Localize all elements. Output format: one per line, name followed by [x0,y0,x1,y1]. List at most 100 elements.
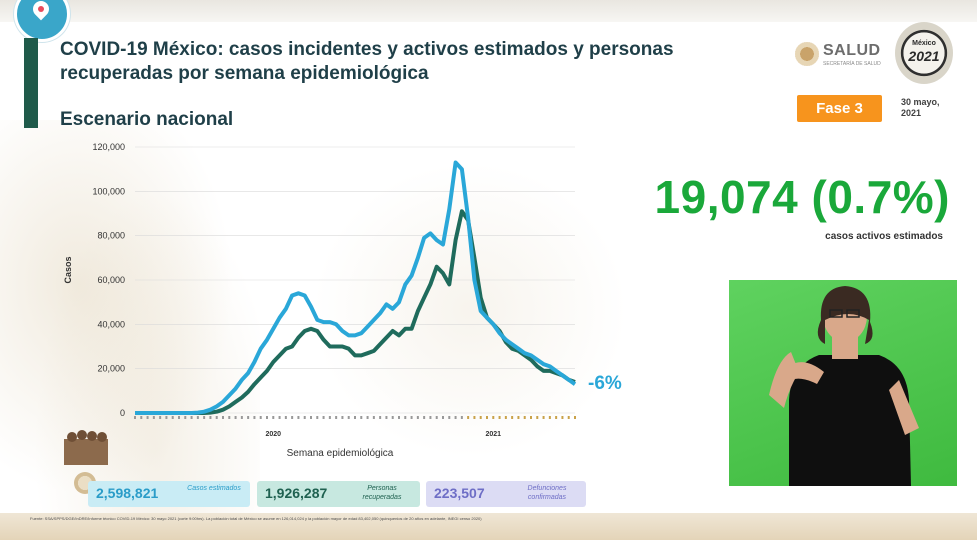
x-tick-mark [492,416,495,419]
x-tick-mark [272,416,275,419]
y-axis-label: Casos [63,256,73,283]
x-tick-mark [530,416,532,419]
x-tick-mark [523,416,526,419]
x-tick-mark [567,416,570,419]
x-tick-mark [372,416,375,419]
x-tick-mark [460,416,463,419]
x-tick-label: 2021 [485,431,501,438]
mexico-2021-logo-year: 2021 [908,48,940,64]
x-tick-mark [171,416,174,419]
chart-series [135,160,577,415]
x-tick-mark [234,416,237,419]
x-tick-mark [209,416,212,419]
summary-deaths-box: 223,507 Defunciones confirmadas [426,481,586,507]
x-tick-mark [240,416,243,419]
x-tick-mark [146,416,149,419]
source-footnote: Fuente: SSA/SPPS/DGE/InDRE/Informe técni… [0,513,977,540]
x-tick-mark [278,416,281,419]
x-tick-mark [442,416,444,419]
x-tick-mark [354,416,356,419]
slide-title: COVID-19 México: casos incidentes y acti… [60,39,674,84]
active-cases-value: 19,074 (0.7%) [654,171,950,223]
x-tick-mark [404,416,407,419]
x-tick-mark [266,416,268,419]
x-tick-mark [316,416,319,419]
title-accent-bar [24,38,38,128]
series-line-incidentes [135,160,577,415]
report-date: 30 mayo, 2021 [901,97,961,119]
summary-recovered-label: Personas recuperadas [362,485,402,501]
x-tick-mark [247,416,250,419]
x-tick-mark [328,416,331,419]
y-tick-label: 120,000 [92,142,125,152]
x-tick-mark [504,416,507,419]
x-tick-mark [190,416,193,419]
x-tick-mark [498,416,501,419]
phase-badge: Fase 3 [797,95,882,122]
slide-subtitle: Escenario nacional [60,109,234,130]
x-tick-mark [303,416,306,419]
x-tick-mark [542,416,545,419]
mexico-2021-logo: México 2021 [895,22,953,84]
x-tick-mark [473,416,476,419]
summary-recovered-box: 1,926,287 Personas recuperadas [257,481,420,507]
salud-logo-text: SALUD [823,42,881,59]
x-tick-mark [467,416,470,419]
salud-emblem-icon [795,42,819,66]
x-axis: 2020 2021 [134,416,576,438]
summary-deaths-value: 223,507 [434,485,485,501]
x-tick-mark [165,416,168,419]
x-tick-mark [410,416,413,419]
x-tick-mark [398,416,400,419]
x-tick-mark [228,416,231,419]
x-tick-mark [284,416,287,419]
x-tick-mark [536,416,539,419]
x-tick-mark [435,416,438,419]
x-tick-mark [140,416,143,419]
x-tick-mark [479,416,482,419]
x-tick-mark [134,416,136,419]
salud-logo: SALUD SECRETARÍA DE SALUD [795,40,885,70]
x-tick-label: 2020 [265,431,281,438]
x-tick-mark [203,416,206,419]
x-tick-mark [297,416,300,419]
interpreter-figure [769,286,919,486]
summary-cases-value: 2,598,821 [96,485,159,501]
y-tick-label: 40,000 [97,319,125,329]
x-tick-mark [360,416,363,419]
location-pin-icon [29,0,53,21]
top-band [0,0,977,22]
active-cases-caption: casos activos estimados [825,231,943,242]
x-tick-mark [561,416,564,419]
summary-cases-box: 2,598,821 Casos estimados [88,481,250,507]
live-stream-badge-icon[interactable] [14,0,70,42]
report-date-line2: 2021 [901,108,922,118]
x-tick-mark [555,416,558,419]
x-tick-mark [152,416,155,419]
x-tick-mark [511,416,514,419]
historical-figures-icon [62,425,110,465]
x-tick-mark [548,416,551,419]
x-tick-mark [196,416,199,419]
x-tick-mark [347,416,350,419]
summary-deaths-label: Defunciones confirmadas [527,485,567,501]
x-tick-mark [222,416,224,419]
mexico-2021-logo-text: México [912,40,936,47]
x-tick-mark [366,416,369,419]
x-tick-mark [215,416,218,419]
change-annotation: -6% [588,373,622,394]
x-tick-mark [385,416,388,419]
x-tick-mark [253,416,256,419]
x-tick-mark [184,416,187,419]
summary-cases-label: Casos estimados [187,485,241,492]
x-tick-mark [379,416,382,419]
y-axis: 120,000 100,000 80,000 60,000 40,000 20,000 0 [92,142,575,418]
x-tick-mark [416,416,419,419]
x-tick-mark [159,416,162,419]
y-tick-label: 0 [120,408,125,418]
salud-logo-subtext: SECRETARÍA DE SALUD [823,61,881,67]
cases-line-chart: 120,000100,00080,00060,00040,00020,0000 … [63,142,622,459]
y-tick-label: 80,000 [97,231,125,241]
x-tick-mark [391,416,394,419]
